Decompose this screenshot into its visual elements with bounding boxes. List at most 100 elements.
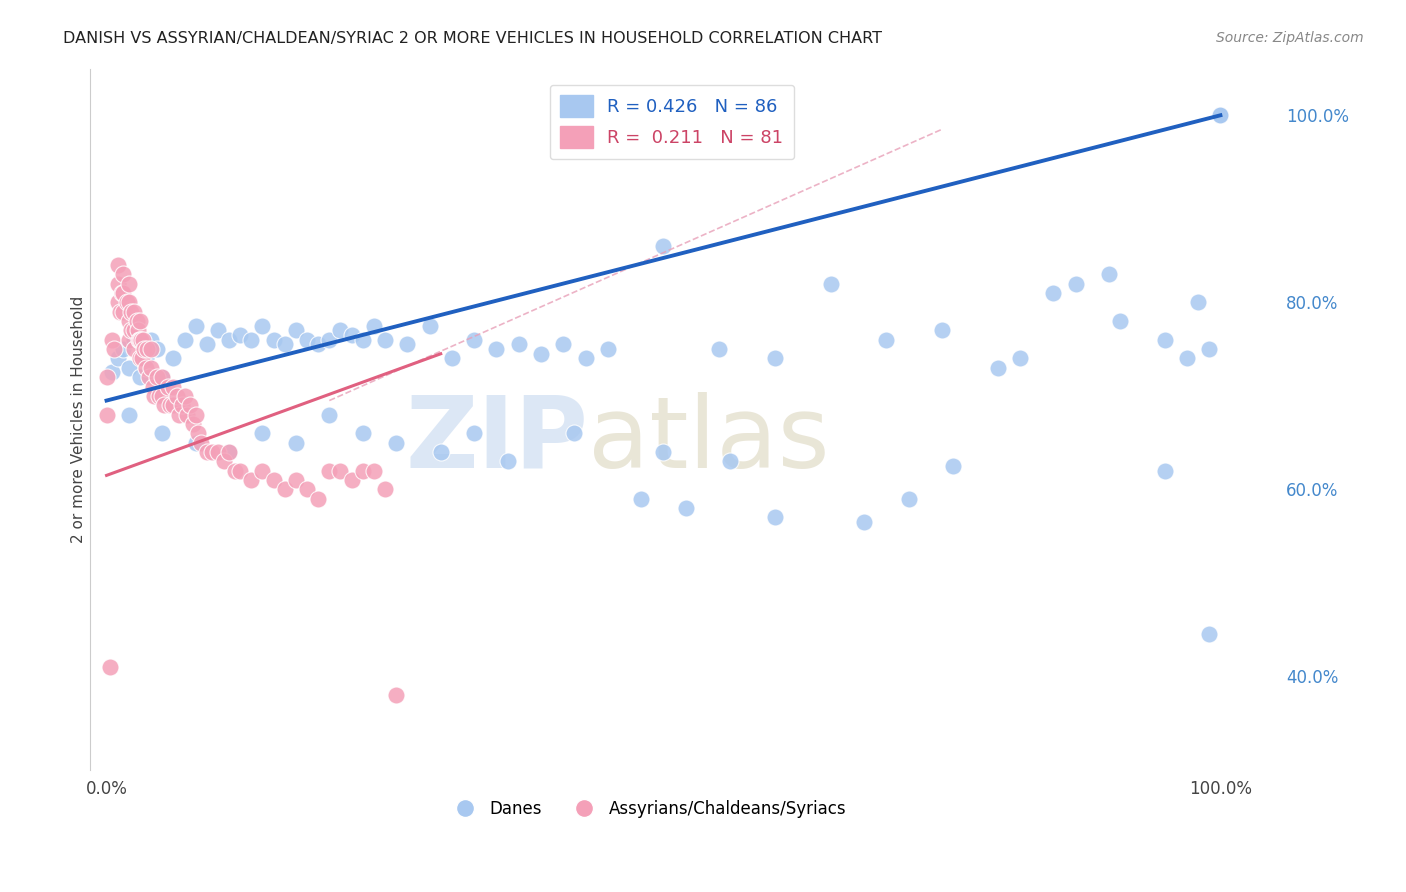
Point bbox=[263, 473, 285, 487]
Point bbox=[124, 304, 146, 318]
Point bbox=[363, 464, 385, 478]
Point bbox=[145, 370, 167, 384]
Point bbox=[96, 408, 118, 422]
Point bbox=[139, 333, 162, 347]
Point bbox=[1187, 295, 1209, 310]
Point bbox=[190, 435, 212, 450]
Point bbox=[129, 370, 152, 384]
Point bbox=[195, 445, 218, 459]
Point bbox=[252, 318, 274, 333]
Point bbox=[295, 483, 318, 497]
Point bbox=[179, 398, 201, 412]
Point bbox=[440, 351, 463, 366]
Point bbox=[134, 342, 156, 356]
Point bbox=[508, 337, 530, 351]
Point bbox=[184, 435, 207, 450]
Text: Source: ZipAtlas.com: Source: ZipAtlas.com bbox=[1216, 31, 1364, 45]
Point bbox=[115, 295, 138, 310]
Point bbox=[218, 445, 240, 459]
Point bbox=[112, 285, 135, 300]
Point bbox=[284, 473, 307, 487]
Point bbox=[159, 398, 181, 412]
Point bbox=[166, 389, 188, 403]
Point bbox=[183, 417, 205, 431]
Point bbox=[374, 483, 396, 497]
Point bbox=[132, 333, 155, 347]
Point bbox=[201, 445, 224, 459]
Point bbox=[184, 408, 207, 422]
Point bbox=[1042, 285, 1064, 300]
Point bbox=[942, 458, 965, 473]
Point bbox=[340, 473, 363, 487]
Point bbox=[307, 491, 329, 506]
Point bbox=[139, 342, 162, 356]
Point bbox=[1109, 314, 1132, 328]
Point bbox=[150, 370, 173, 384]
Point bbox=[274, 483, 297, 497]
Point bbox=[129, 333, 152, 347]
Point bbox=[240, 333, 263, 347]
Point bbox=[574, 351, 596, 366]
Point bbox=[150, 389, 173, 403]
Point bbox=[107, 277, 129, 291]
Point bbox=[150, 426, 173, 441]
Point bbox=[138, 370, 160, 384]
Point bbox=[352, 426, 374, 441]
Y-axis label: 2 or more Vehicles in Household: 2 or more Vehicles in Household bbox=[72, 295, 86, 543]
Point bbox=[120, 304, 142, 318]
Point bbox=[124, 342, 146, 356]
Point bbox=[112, 267, 135, 281]
Point bbox=[1209, 108, 1232, 122]
Point bbox=[564, 426, 586, 441]
Point bbox=[385, 688, 408, 702]
Text: ZIP: ZIP bbox=[405, 392, 588, 489]
Point bbox=[128, 333, 150, 347]
Point bbox=[352, 464, 374, 478]
Point bbox=[284, 323, 307, 337]
Point bbox=[195, 337, 218, 351]
Point bbox=[340, 328, 363, 343]
Point bbox=[112, 342, 135, 356]
Point bbox=[139, 360, 162, 375]
Point bbox=[167, 408, 190, 422]
Point bbox=[931, 323, 953, 337]
Point bbox=[135, 342, 157, 356]
Legend: Danes, Assyrians/Chaldeans/Syriacs: Danes, Assyrians/Chaldeans/Syriacs bbox=[441, 794, 853, 825]
Point bbox=[240, 473, 263, 487]
Point bbox=[295, 333, 318, 347]
Point bbox=[318, 333, 340, 347]
Point bbox=[709, 342, 731, 356]
Point bbox=[107, 258, 129, 272]
Point bbox=[150, 370, 173, 384]
Point bbox=[652, 239, 675, 253]
Point bbox=[111, 285, 134, 300]
Point bbox=[218, 333, 240, 347]
Point bbox=[274, 337, 297, 351]
Point bbox=[329, 323, 352, 337]
Point bbox=[184, 318, 207, 333]
Point bbox=[207, 323, 229, 337]
Point bbox=[763, 510, 786, 524]
Point bbox=[124, 323, 146, 337]
Point bbox=[101, 366, 124, 380]
Point bbox=[675, 501, 697, 516]
Point bbox=[120, 323, 142, 337]
Point bbox=[1153, 464, 1175, 478]
Point bbox=[1098, 267, 1121, 281]
Point bbox=[429, 445, 451, 459]
Point bbox=[1209, 108, 1232, 122]
Point bbox=[763, 351, 786, 366]
Point bbox=[630, 491, 652, 506]
Point bbox=[162, 379, 184, 393]
Point bbox=[530, 347, 553, 361]
Point bbox=[96, 370, 118, 384]
Point bbox=[284, 435, 307, 450]
Point bbox=[224, 464, 246, 478]
Point bbox=[172, 398, 194, 412]
Point bbox=[318, 464, 340, 478]
Point bbox=[1198, 342, 1220, 356]
Point bbox=[419, 318, 441, 333]
Point bbox=[596, 342, 619, 356]
Point bbox=[852, 515, 875, 529]
Point bbox=[156, 379, 179, 393]
